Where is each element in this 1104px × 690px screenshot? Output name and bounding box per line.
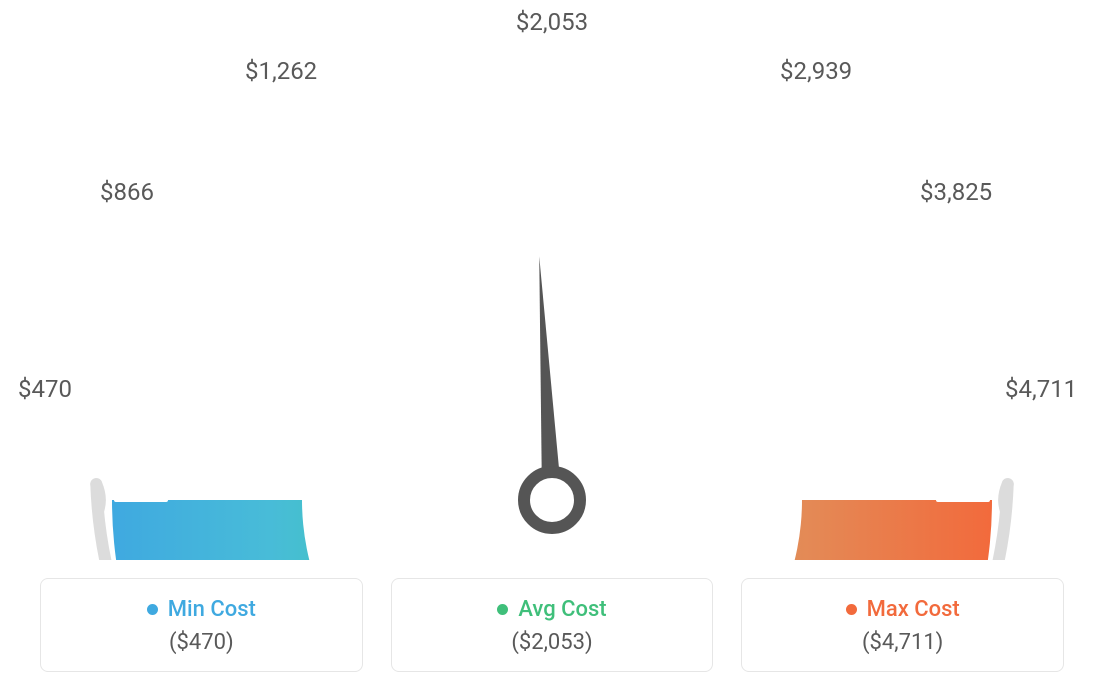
gauge-chart: $470 $866 $1,262 $2,053 $2,939 $3,825 $4,711 bbox=[0, 0, 1104, 560]
gauge-tick-label: $3,825 bbox=[920, 178, 992, 206]
legend-title-max: Max Cost bbox=[846, 597, 960, 622]
gauge-tick-label: $2,053 bbox=[516, 8, 588, 36]
dot-icon bbox=[147, 604, 158, 615]
legend-title-min: Min Cost bbox=[147, 597, 256, 622]
legend-card-min: Min Cost ($470) bbox=[40, 578, 363, 672]
legend-card-avg: Avg Cost ($2,053) bbox=[391, 578, 714, 672]
legend-value-avg: ($2,053) bbox=[402, 630, 703, 655]
gauge-tick-label: $4,711 bbox=[1005, 375, 1077, 403]
legend-value-max: ($4,711) bbox=[752, 630, 1053, 655]
legend-title-text: Min Cost bbox=[168, 597, 256, 622]
legend-title-text: Avg Cost bbox=[518, 597, 606, 622]
gauge-tick-label: $470 bbox=[18, 375, 72, 403]
gauge-tick-label: $2,939 bbox=[780, 57, 852, 85]
chart-container: $470 $866 $1,262 $2,053 $2,939 $3,825 $4,711 M… bbox=[0, 0, 1104, 690]
legend-title-text: Max Cost bbox=[867, 597, 960, 622]
gauge-svg bbox=[0, 0, 1104, 560]
dot-icon bbox=[846, 604, 857, 615]
legend-value-min: ($470) bbox=[51, 630, 352, 655]
gauge-tick-label: $866 bbox=[100, 178, 154, 206]
legend-row: Min Cost ($470) Avg Cost ($2,053) Max Co… bbox=[40, 578, 1064, 672]
gauge-tick-label: $1,262 bbox=[245, 57, 317, 85]
legend-title-avg: Avg Cost bbox=[497, 597, 606, 622]
legend-card-max: Max Cost ($4,711) bbox=[741, 578, 1064, 672]
dot-icon bbox=[497, 604, 508, 615]
